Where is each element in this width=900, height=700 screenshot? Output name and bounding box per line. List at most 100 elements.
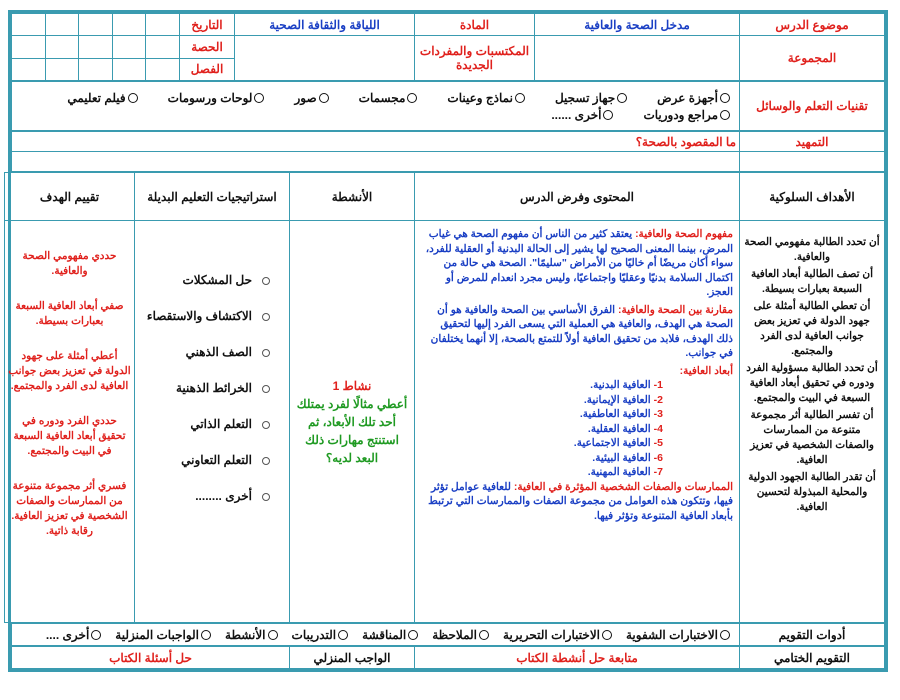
- content: مفهوم الصحة والعافية: يعتقد كثير من النا…: [414, 220, 740, 623]
- dimension: 7- العافية المهنية.: [421, 465, 733, 480]
- objective: أن تقدر الطالبة الجهود الدولية والمحلية …: [748, 471, 876, 513]
- evaluation-item: فسري أثر مجموعة متنوعة من الممارسات والص…: [11, 480, 128, 537]
- number: 3-: [653, 408, 663, 420]
- option: لوحات ورسومات: [168, 91, 265, 105]
- text: العافية العاطفية.: [579, 408, 651, 420]
- label: المجموعة: [739, 35, 885, 81]
- option: المناقشة: [362, 628, 418, 642]
- column-header: الأهداف السلوكية: [739, 172, 885, 221]
- option: فيلم تعليمي: [67, 91, 137, 105]
- evaluation-item: أعطي أمثلة على جهود الدولة في تعزيز بعض …: [8, 350, 131, 392]
- option: الاختبارات التحريرية: [503, 628, 612, 642]
- option: صور: [294, 91, 328, 105]
- label: تقنيات التعلم والوسائل: [739, 81, 885, 131]
- value: اللياقة والثقافة الصحية: [234, 12, 415, 37]
- objective: أن تحدد الطالبة مسؤولية الفرد ودوره في ت…: [746, 362, 878, 404]
- dimension: 2- العافية الإيمانية.: [421, 393, 733, 408]
- label: أدوات التقويم: [739, 623, 885, 646]
- strategy: أخرى ........: [138, 489, 286, 503]
- text: العافية الاجتماعية.: [573, 437, 651, 449]
- activity-title: نشاط 1: [332, 378, 372, 393]
- text: الفرق الأساسي بين الصحة والعافية هو أن ا…: [430, 303, 733, 360]
- heading: مقارنة بين الصحة والعافية:: [618, 303, 733, 316]
- column-header: تقييم الهدف: [4, 172, 135, 221]
- objective: أن تعطي الطالبة أمثلة على جهود الدولة في…: [753, 300, 871, 357]
- tools-table: تقنيات التعلم والوسائل أجهزة عرض جهاز تسج…: [11, 81, 885, 131]
- number: 5-: [653, 437, 663, 449]
- number: 2-: [653, 393, 663, 406]
- lesson-plan: موضوع الدرس مدخل الصحة والعافية المادة ا…: [4, 10, 888, 672]
- paragraph: مقارنة بين الصحة والعافية: الفرق الأساسي…: [421, 303, 733, 361]
- question: ما المقصود بالصحة؟: [11, 131, 740, 152]
- number: 6-: [653, 451, 663, 464]
- label: الحصة: [179, 35, 235, 59]
- main-table: الأهداف السلوكية المحتوى وفرض الدرس الأنشط…: [4, 172, 885, 623]
- dimension: 1- العافية البدنية.: [421, 378, 733, 393]
- option: التدريبات: [292, 628, 349, 642]
- assessment-options: الاختبارات الشفوية الاختبارات التحريرية ال…: [15, 626, 736, 644]
- option: الاختبارات الشفوية: [626, 628, 730, 642]
- option: مراجع ودوريات: [643, 108, 730, 122]
- column-header: المحتوى وفرض الدرس: [414, 172, 740, 221]
- label: موضوع الدرس: [739, 12, 885, 37]
- label: التقويم الختامي: [739, 646, 885, 669]
- option: أخرى ......: [551, 108, 613, 122]
- paragraph: مفهوم الصحة والعافية: يعتقد كثير من النا…: [421, 227, 733, 300]
- option: مجسمات: [359, 91, 418, 105]
- column-header: استراتيجيات التعليم البديلة: [134, 172, 290, 221]
- evaluation-item: حددي مفهومي الصحة والعافية.: [22, 250, 117, 277]
- option: أخرى ....: [46, 628, 101, 642]
- number: 1-: [653, 379, 663, 391]
- dimension: 6- العافية البيئية.: [421, 451, 733, 466]
- heading: مفهوم الصحة والعافية:: [635, 228, 733, 240]
- paragraph: الممارسات والصفات الشخصية المؤثرة في الع…: [421, 480, 733, 524]
- text: العافية المهنية.: [587, 466, 651, 478]
- objectives: أن تحدد الطالبة مفهومي الصحة والعافية. أن…: [739, 220, 885, 623]
- strategies: حل المشكلات الاكتشاف والاستقصاء الصف الذهن…: [134, 220, 290, 623]
- option: أجهزة عرض: [657, 91, 730, 105]
- strategy: الصف الذهني: [138, 345, 286, 359]
- option: الملاحظة: [432, 628, 489, 642]
- text: يعتقد كثير من الناس أن مفهوم الصحة هي غي…: [425, 228, 733, 298]
- strategy: الاكتشاف والاستقصاء: [138, 309, 286, 323]
- dimension: 5- العافية الاجتماعية.: [421, 436, 733, 451]
- intro-table: التمهيد ما المقصود بالصحة؟: [11, 131, 885, 172]
- option: الأنشطة: [225, 628, 278, 642]
- value: حل أسئلة الكتاب: [11, 646, 290, 669]
- assessment-table: أدوات التقويم الاختبارات الشفوية الاختبار…: [11, 623, 885, 646]
- text: العافية العقلية.: [587, 422, 651, 435]
- heading: الممارسات والصفات الشخصية المؤثرة في الع…: [513, 480, 733, 493]
- header-table: موضوع الدرس مدخل الصحة والعافية المادة ا…: [11, 12, 885, 82]
- text: العافية البيئية.: [592, 451, 651, 464]
- option: الواجبات المنزلية: [115, 628, 211, 642]
- evaluation-item: حددي الفرد ودوره في تحقيق أبعاد العافية …: [13, 415, 126, 457]
- value: مدخل الصحة والعافية: [534, 12, 740, 37]
- objective: أن تحدد الطالبة مفهومي الصحة والعافية.: [744, 236, 880, 263]
- label: المكتسبات والمفردات الجديدة: [414, 35, 535, 81]
- activity: نشاط 1 أعطي مثالًا لفرد يمتلك أحد تلك ال…: [289, 220, 415, 623]
- heading: أبعاد العافية:: [679, 364, 733, 377]
- label: الواجب المنزلي: [289, 646, 415, 669]
- value: متابعة حل أنشطة الكتاب: [414, 646, 740, 669]
- evaluation-item: صفي أبعاد العافية السبعة بعبارات بسيطة.: [15, 300, 124, 327]
- strategy: التعلم الذاتي: [138, 417, 286, 431]
- label: التاريخ: [179, 12, 235, 37]
- label: التمهيد: [739, 131, 885, 152]
- dimension: 4- العافية العقلية.: [421, 422, 733, 437]
- strategy: الخرائط الذهنية: [138, 381, 286, 395]
- objective: أن تفسر الطالبة أثر مجموعة متنوعة من الم…: [750, 409, 874, 466]
- option: نماذج وعينات: [447, 91, 525, 105]
- evaluation: حددي مفهومي الصحة والعافية. صفي أبعاد الع…: [4, 220, 135, 623]
- option: جهاز تسجيل: [555, 91, 627, 105]
- label: الفصل: [179, 57, 235, 82]
- tools-options: أجهزة عرض جهاز تسجيل نماذج وعينات مجسمات صور…: [15, 89, 736, 124]
- label: المادة: [414, 12, 535, 37]
- text: للعافية عوامل تؤثر فيها، وتتكون هذه العو…: [428, 480, 733, 522]
- number: 7-: [653, 466, 663, 478]
- objective: أن تصف الطالبة أبعاد العافية السبعة بعبا…: [750, 268, 874, 295]
- dimension: 3- العافية العاطفية.: [421, 407, 733, 422]
- closing-table: التقويم الختامي متابعة حل أنشطة الكتاب ا…: [11, 646, 885, 669]
- activity-text: أعطي مثالًا لفرد يمتلك أحد تلك الأبعاد، …: [296, 396, 408, 465]
- column-header: الأنشطة: [289, 172, 415, 221]
